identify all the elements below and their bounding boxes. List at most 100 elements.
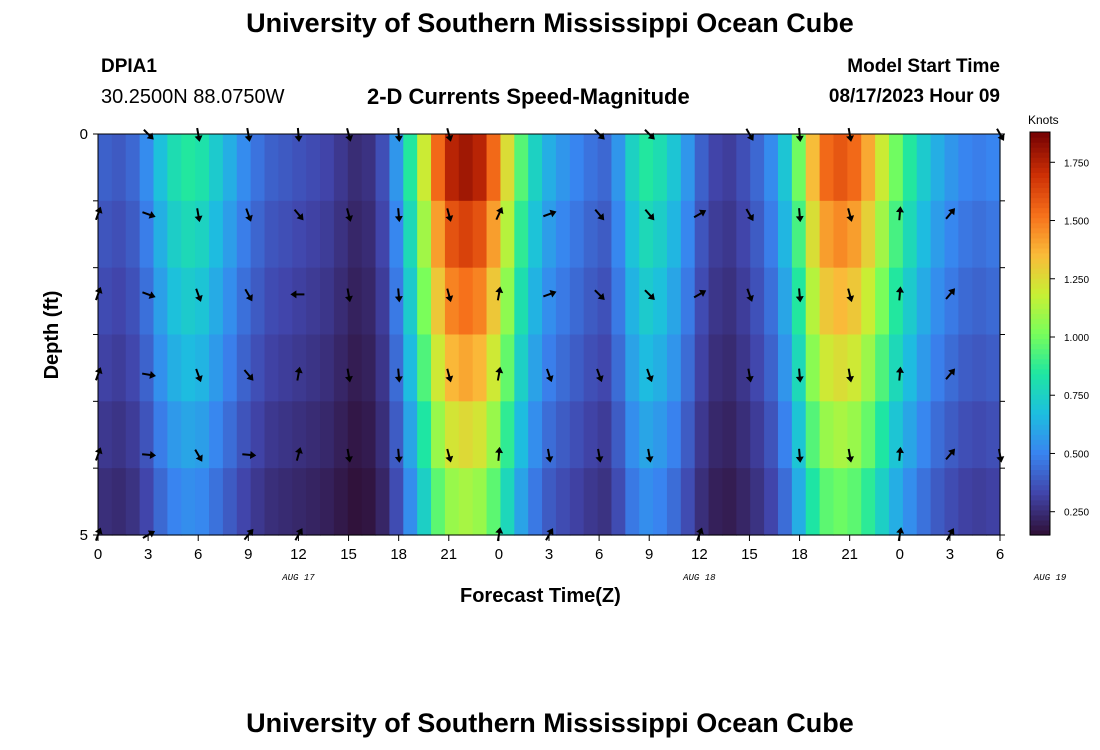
current-arrow	[594, 208, 605, 221]
heatmap-cell	[403, 200, 418, 269]
arrow-head	[495, 446, 504, 454]
colorbar-segment	[1030, 439, 1050, 445]
colorbar-segment	[1030, 358, 1050, 365]
heatmap-cell	[708, 134, 724, 202]
arrow-head	[549, 289, 557, 298]
x-tick-label: 6	[996, 546, 1004, 563]
heatmap-cell	[306, 401, 321, 469]
colorbar-segment	[1030, 242, 1050, 249]
heatmap-cell	[139, 401, 155, 469]
arrow-head	[895, 366, 904, 373]
heatmap-cell	[431, 200, 446, 269]
current-arrow	[945, 288, 956, 300]
heatmap-cell	[805, 468, 821, 536]
arrow-head	[646, 375, 654, 383]
current-arrow	[545, 448, 554, 463]
heatmap-cell	[958, 134, 973, 202]
heatmap-cell	[708, 401, 724, 469]
colorbar-segment	[1030, 353, 1050, 360]
heatmap-cell	[944, 134, 959, 202]
current-arrow	[945, 448, 956, 461]
heatmap-cell	[528, 267, 543, 336]
heatmap-cell	[583, 401, 599, 469]
colorbar-segment	[1030, 182, 1050, 189]
heatmap-cell	[514, 200, 529, 269]
heatmap-cell	[666, 267, 682, 336]
heatmap-cell	[694, 401, 710, 469]
heatmap-cell	[888, 401, 904, 469]
heatmap-cell	[306, 468, 321, 536]
heatmap-cell	[306, 134, 321, 202]
heatmap-cell	[222, 267, 238, 336]
heatmap-cell	[320, 468, 335, 536]
heatmap-cell	[569, 134, 585, 202]
heatmap-cell	[375, 267, 391, 336]
heatmap-cell	[777, 267, 793, 336]
colorbar-segment	[1030, 288, 1050, 294]
heatmap-cell	[916, 267, 932, 336]
arrow-head	[148, 211, 156, 219]
current-arrow	[595, 448, 604, 463]
arrow-head	[445, 375, 454, 383]
heatmap-cell	[986, 468, 1001, 536]
date-label: AUG 19	[1033, 573, 1067, 583]
heatmap-cell	[514, 134, 529, 202]
current-arrow	[445, 127, 454, 142]
heatmap-cell	[542, 401, 557, 469]
heatmap-cell	[181, 401, 196, 469]
heatmap-cell	[444, 468, 460, 536]
colorbar-segment	[1030, 202, 1050, 209]
colorbar-segment	[1030, 514, 1050, 521]
heatmap-cell	[930, 134, 946, 202]
heatmap-cell	[944, 401, 959, 469]
arrow-head	[947, 528, 955, 536]
chart-subtitle: 2-D Currents Speed-Magnitude	[367, 84, 690, 109]
heatmap-cell	[736, 200, 751, 269]
current-arrow	[545, 368, 554, 383]
current-arrow	[94, 206, 103, 221]
heatmap-cell	[972, 334, 987, 402]
x-tick-label: 6	[194, 546, 202, 563]
heatmap-cell	[264, 401, 279, 469]
heatmap-cell	[236, 468, 252, 536]
x-tick-label: 3	[946, 546, 954, 563]
heatmap-cell	[528, 468, 543, 536]
arrow-head	[345, 215, 353, 222]
heatmap-cell	[680, 134, 696, 202]
colorbar-segment	[1030, 247, 1050, 254]
colorbar-segment	[1030, 273, 1050, 279]
arrow-head	[195, 454, 203, 462]
heatmap-cell	[569, 401, 585, 469]
heatmap-cell	[361, 134, 377, 202]
heatmap-cell	[306, 334, 321, 402]
heatmap-cell	[805, 200, 821, 269]
heatmap-cell	[875, 401, 890, 469]
arrow-head	[195, 375, 203, 383]
heatmap-cell	[666, 334, 682, 402]
heatmap-cell	[139, 267, 155, 336]
heatmap-cell	[875, 468, 890, 536]
heatmap-cell	[777, 468, 793, 536]
heatmap-cell	[486, 267, 502, 336]
heatmap-cell	[888, 267, 904, 336]
model-start-label: Model Start Time	[847, 56, 1000, 77]
heatmap-cell	[542, 267, 557, 336]
current-arrow	[394, 127, 403, 142]
y-tick-label: 0	[80, 126, 88, 143]
heatmap-cell	[722, 401, 737, 469]
heatmap-cell	[292, 134, 307, 202]
arrow-head	[545, 456, 554, 463]
colorbar-segment	[1030, 504, 1050, 511]
heatmap-cell	[153, 334, 168, 402]
heatmap-cell	[736, 334, 751, 402]
colorbar-tick-label: 1.000	[1064, 333, 1089, 344]
heatmap-cell	[861, 401, 876, 469]
heatmap-cell	[139, 334, 155, 402]
current-arrow	[345, 368, 353, 383]
heatmap-cell	[514, 267, 529, 336]
heatmap-cell	[625, 200, 640, 269]
arrow-head	[746, 294, 754, 302]
arrow-head	[146, 132, 154, 140]
colorbar-segment	[1030, 278, 1050, 284]
arrow-head	[195, 294, 203, 302]
